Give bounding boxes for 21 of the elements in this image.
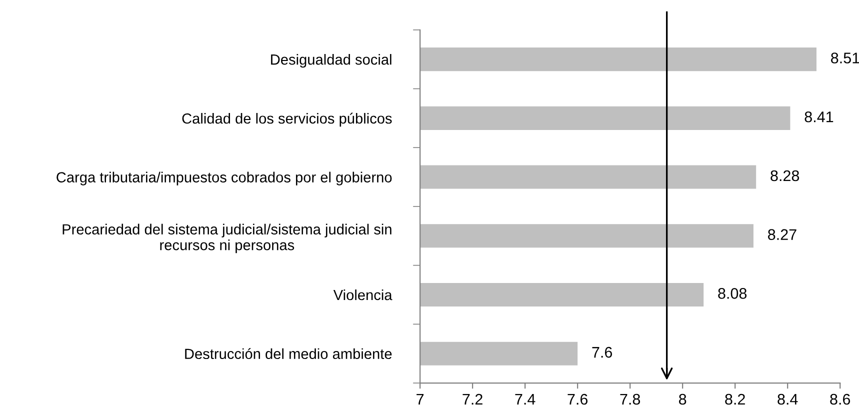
x-tick-label: 7.6 [568,394,588,405]
x-tick-label: 7 [416,394,424,405]
x-tick-label: 8 [679,394,686,405]
data-label: 8.08 [718,288,747,299]
y-tick-label: Precariedad del sistema judicial/sistema judicial sin recursos ni personas [62,224,392,254]
x-tick-label: 7.2 [462,394,482,405]
x-tick-label: 8.6 [830,394,850,405]
y-tick-label: Violencia [333,289,392,300]
data-label: 8.28 [770,170,800,182]
y-tick-label: Calidad de los servicios públicos [182,112,392,127]
data-label: 8.41 [804,111,834,122]
x-tick-label: 7.8 [620,394,640,405]
x-tick-label: 8.4 [778,394,798,405]
y-tick-label: Desigualdad social [271,54,392,68]
y-tick-label: Destrucción del medio ambiente [185,348,392,360]
data-label: 8.51 [831,52,859,64]
x-tick-label: 8.2 [725,394,745,405]
x-tick-label: 7.4 [515,394,536,405]
data-label: 8.27 [768,229,796,240]
y-tick-label: Carga tributaria/impuestos cobrados por el gobierno [56,172,392,186]
data-label: 7.6 [592,346,612,358]
